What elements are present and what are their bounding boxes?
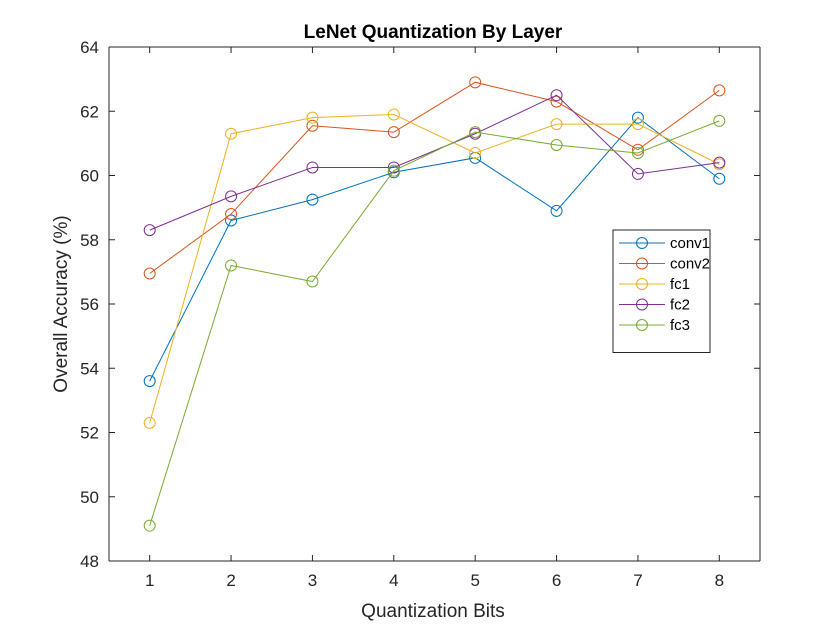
data-point-fc2 — [713, 156, 726, 169]
data-point-fc3 — [225, 259, 238, 272]
legend-box — [612, 229, 711, 353]
data-point-fc1 — [143, 416, 156, 429]
x-tick-label: 6 — [552, 571, 561, 590]
data-point-conv2 — [469, 76, 482, 89]
data-point-conv2 — [143, 267, 156, 280]
series-group — [143, 76, 726, 532]
legend-marker — [636, 257, 648, 270]
data-point-fc2 — [143, 224, 156, 237]
data-point-conv2 — [713, 84, 726, 97]
data-point-fc3 — [631, 147, 644, 160]
data-point-conv1 — [550, 204, 563, 217]
y-tick-label: 62 — [80, 102, 99, 121]
chart-title: LeNet Quantization By Layer — [304, 22, 563, 43]
legend-item: conv2 — [619, 256, 710, 273]
series-line-fc2 — [149, 94, 720, 231]
data-point-conv1 — [306, 193, 319, 206]
legend-marker — [636, 298, 648, 311]
x-tick-label: 3 — [308, 571, 317, 590]
legend-marker — [636, 237, 648, 249]
legend-item: fc1 — [619, 276, 690, 293]
y-tick-label: 50 — [80, 488, 99, 507]
data-point-fc3 — [143, 519, 156, 532]
data-point-fc1 — [306, 111, 319, 124]
data-point-conv1 — [225, 214, 238, 227]
legend-item: conv1 — [619, 235, 710, 252]
data-point-fc1 — [631, 118, 644, 131]
data-point-conv2 — [306, 119, 319, 132]
legend-item: fc2 — [619, 297, 690, 314]
data-point-fc1 — [469, 147, 482, 160]
y-tick-label: 54 — [80, 359, 99, 378]
y-tick-label: 52 — [80, 424, 99, 443]
y-axis-label: Overall Accuracy (%) — [51, 215, 72, 392]
x-tick-label: 1 — [145, 571, 154, 590]
series-conv1 — [143, 111, 726, 388]
y-tick-label: 56 — [80, 295, 99, 314]
series-line-fc1 — [149, 113, 720, 423]
x-tick-label: 8 — [715, 571, 724, 590]
data-point-fc2 — [631, 167, 644, 180]
y-tick-label: 60 — [80, 167, 99, 186]
legend: conv1 conv2 fc1 fc2 fc3 — [612, 229, 711, 353]
data-point-fc3 — [469, 126, 482, 139]
data-point-conv2 — [225, 208, 238, 221]
data-point-fc3 — [713, 114, 726, 127]
data-point-fc1 — [550, 118, 563, 131]
data-point-fc2 — [550, 89, 563, 102]
series-line-conv2 — [149, 81, 720, 274]
data-point-fc3 — [306, 275, 319, 288]
data-point-conv2 — [631, 143, 644, 156]
legend-label: fc2 — [670, 297, 690, 314]
data-point-fc2 — [225, 190, 238, 203]
data-point-fc3 — [550, 138, 563, 151]
data-point-conv1 — [713, 172, 726, 185]
legend-item: fc3 — [619, 317, 690, 334]
y-tick-label: 48 — [80, 552, 99, 571]
series-line-fc3 — [149, 120, 720, 526]
series-line-conv1 — [149, 116, 720, 382]
legend-label: fc3 — [670, 317, 690, 334]
x-tick-label: 5 — [470, 571, 479, 590]
legend-marker — [636, 278, 648, 290]
data-point-fc2 — [387, 161, 400, 174]
series-conv2 — [143, 76, 726, 280]
data-point-conv1 — [469, 151, 482, 164]
y-tick-label: 64 — [80, 38, 99, 57]
x-axis-label: Quantization Bits — [361, 601, 505, 622]
series-fc3 — [143, 114, 726, 532]
x-tick-label: 7 — [633, 571, 642, 590]
data-point-conv1 — [143, 375, 156, 388]
data-point-conv2 — [550, 95, 563, 108]
legend-label: conv2 — [670, 256, 710, 273]
data-point-fc1 — [387, 108, 400, 121]
legend-marker — [636, 319, 648, 331]
data-point-conv1 — [631, 111, 644, 124]
x-tick-label: 4 — [389, 571, 398, 590]
x-tick-label: 2 — [226, 571, 235, 590]
legend-label: fc1 — [670, 276, 690, 293]
y-tick-label: 58 — [80, 231, 99, 250]
data-point-fc1 — [225, 127, 238, 140]
data-point-fc2 — [306, 161, 319, 174]
data-point-conv2 — [387, 126, 400, 139]
data-point-fc3 — [387, 164, 400, 177]
legend-label: conv1 — [670, 235, 710, 252]
